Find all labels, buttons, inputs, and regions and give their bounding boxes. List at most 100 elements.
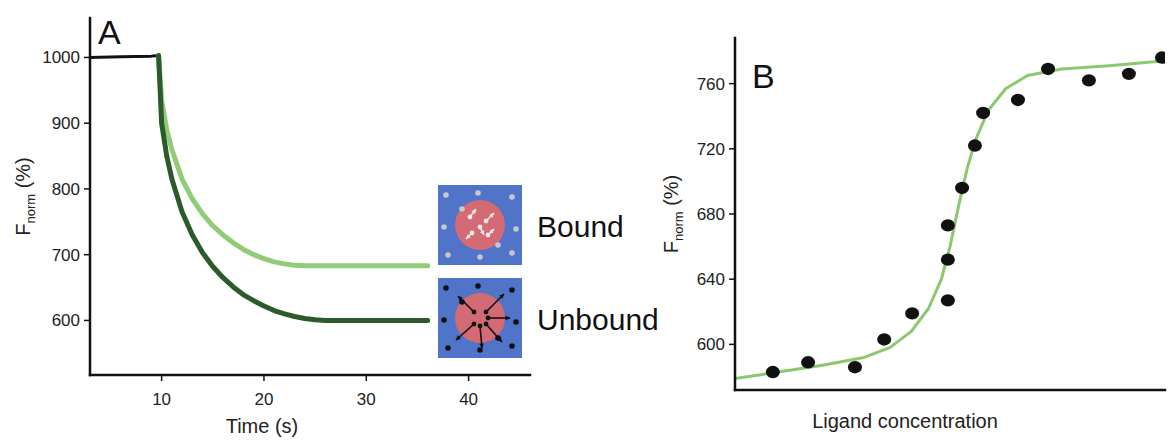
legend-icon-dot: [509, 250, 515, 256]
x-tick-label: 40: [459, 390, 478, 409]
legend-icon-arrowhead: [456, 335, 461, 340]
scatter-point: [1082, 74, 1096, 86]
legend-icon-dot: [509, 194, 515, 200]
y-tick-label: 1000: [42, 48, 80, 67]
legend-icon-dot: [470, 231, 475, 236]
y-axis-title-part: F: [660, 241, 682, 253]
legend-icon-dot: [484, 310, 489, 315]
legend-icon-dot: [478, 324, 483, 329]
y-tick: [84, 188, 90, 190]
legend-icon-arrowhead: [471, 209, 476, 214]
legend-icon-dot: [513, 226, 519, 232]
legend-icon-arrowhead: [499, 294, 504, 299]
legend-icon-arrowhead: [479, 343, 484, 348]
y-axis-title: Fnorm (%): [660, 175, 686, 254]
y-tick-label: 700: [52, 246, 80, 265]
plot-data: [90, 55, 428, 320]
y-axis-title-sub: norm: [671, 211, 686, 241]
scatter-point: [801, 356, 815, 368]
legend-icon-spot: [455, 200, 505, 250]
x-axis: [90, 374, 530, 377]
legend-icon-dot: [509, 287, 515, 293]
legend-icon-arrowhead: [497, 337, 502, 342]
series-line: [735, 61, 1165, 379]
legend-icon-dot: [478, 225, 483, 230]
y-axis-title: Fnorm (%): [12, 157, 38, 236]
x-tick: [263, 375, 265, 381]
legend-icon-dot: [443, 192, 449, 198]
legend-icon-dot: [472, 310, 477, 315]
legend-icon-dot: [472, 322, 477, 327]
panel-letter: A: [98, 13, 121, 51]
legend-icon-dot: [484, 322, 489, 327]
panel-1: 600640680720760Ligand concentrationFnorm…: [660, 38, 1169, 432]
y-tick: [84, 254, 90, 256]
legend-icon-dot: [445, 252, 451, 258]
legend-icon-dot: [484, 219, 489, 224]
legend-icon-dot: [475, 190, 481, 196]
y-tick-label: 600: [697, 335, 725, 354]
x-axis-title: Ligand concentration: [812, 410, 998, 432]
y-axis-title-part: F: [12, 224, 34, 236]
y-tick: [729, 83, 735, 85]
x-axis-title: Time (s): [226, 415, 299, 437]
legend-icon-arrowhead: [489, 213, 494, 218]
legend-icon-dot: [443, 285, 449, 291]
legend-icon-arrow: [458, 296, 474, 312]
legend: BoundUnbound: [438, 185, 659, 358]
x-tick: [161, 375, 163, 381]
legend-icon-dot: [509, 343, 515, 349]
scatter-point: [941, 253, 955, 265]
series-line: [90, 55, 159, 57]
scatter-point: [766, 366, 780, 378]
y-tick: [729, 213, 735, 215]
y-axis-title-sub: norm: [23, 194, 38, 224]
y-tick: [729, 278, 735, 280]
scatter-point: [905, 307, 919, 319]
legend-icon-dot: [486, 233, 491, 238]
y-tick-label: 600: [52, 311, 80, 330]
scatter-point: [877, 333, 891, 345]
series-line: [159, 55, 428, 320]
y-tick: [729, 148, 735, 150]
legend-icon-dot: [513, 319, 519, 325]
series-line: [159, 55, 428, 265]
panel-0: 600700800900100010203040Time (s)Fnorm (%…: [12, 13, 659, 437]
y-tick-label: 760: [697, 75, 725, 94]
legend-icon-dot: [445, 345, 451, 351]
y-tick: [84, 57, 90, 59]
scatter-point: [1041, 63, 1055, 75]
x-tick-label: 10: [152, 390, 171, 409]
legend-icon-arrowhead: [506, 316, 510, 321]
legend-icon-dot: [477, 347, 483, 353]
legend-icon-arrowhead: [466, 234, 471, 239]
y-tick-label: 640: [697, 270, 725, 289]
figure: 600700800900100010203040Time (s)Fnorm (%…: [0, 0, 1176, 443]
scatter-point: [941, 219, 955, 231]
legend-icon-arrowhead: [458, 296, 463, 301]
x-tick: [366, 375, 368, 381]
legend-label: Unbound: [537, 303, 659, 336]
legend-icon-dot: [441, 224, 447, 230]
legend-icon-dot: [459, 206, 465, 212]
scatter-point: [848, 361, 862, 373]
x-tick-label: 30: [357, 390, 376, 409]
scatter-point: [1011, 94, 1025, 106]
y-tick: [84, 320, 90, 322]
scatter-point: [968, 139, 982, 151]
y-axis-title-part: (%): [12, 157, 34, 194]
y-tick: [84, 122, 90, 124]
legend-icon-arrowhead: [489, 229, 494, 234]
legend-icon-ground: [438, 278, 522, 358]
y-tick: [729, 344, 735, 346]
scatter-point: [1155, 51, 1165, 63]
legend-icon-arrow: [456, 324, 474, 340]
panel-letter: B: [752, 57, 775, 95]
scatter-point: [955, 182, 969, 194]
y-tick-label: 800: [52, 180, 80, 199]
x-tick: [468, 375, 470, 381]
legend-icon-arrow: [486, 294, 504, 312]
legend-icon-dot: [486, 316, 491, 321]
x-tick-label: 20: [254, 390, 273, 409]
legend-icon-arrow: [486, 324, 502, 342]
